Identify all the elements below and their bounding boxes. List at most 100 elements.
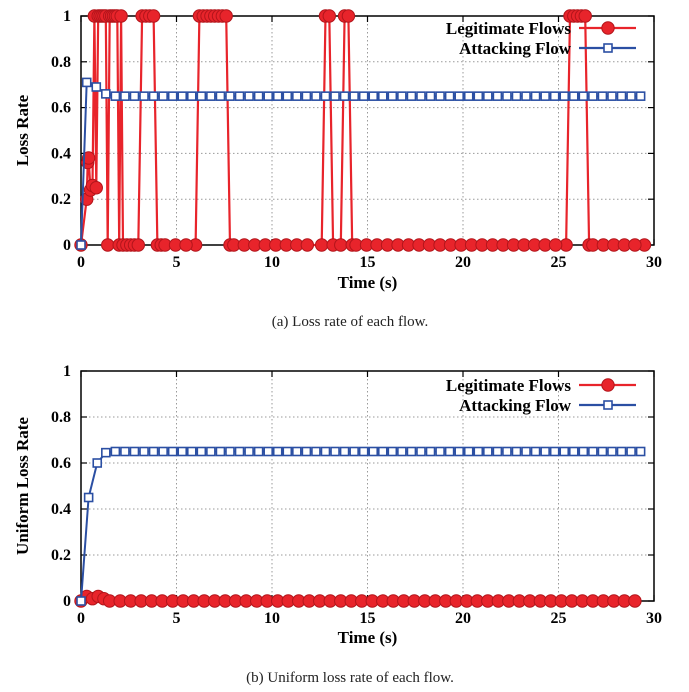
legitimate-flows-point xyxy=(322,9,336,23)
attacking-flow-point xyxy=(330,446,340,457)
attacking-flow-point xyxy=(578,91,589,101)
attacking-flow-point xyxy=(282,91,293,101)
attacking-flow-point xyxy=(406,91,417,101)
caption-a: (a) Loss rate of each flow. xyxy=(272,314,428,330)
legitimate-flows-point xyxy=(114,9,128,23)
attacking-flow-point xyxy=(177,446,188,457)
attacking-flow-point xyxy=(129,446,140,457)
attacking-flow-point xyxy=(377,446,388,457)
attacking-flow-point xyxy=(444,91,455,101)
attacking-flow-point xyxy=(292,446,302,457)
attacking-flow-point xyxy=(320,446,331,457)
attacking-flow-point xyxy=(129,91,140,101)
y-tick-label: 1 xyxy=(63,363,71,380)
attacking-flow-point xyxy=(463,91,474,101)
x-tick-label: 10 xyxy=(264,254,280,271)
x-tick-label: 25 xyxy=(551,254,567,271)
legitimate-flows-point xyxy=(341,9,356,23)
attacking-flow-point xyxy=(425,446,436,457)
legitimate-flows-point xyxy=(314,238,329,252)
attacking-flow-point xyxy=(196,446,207,457)
y-tick-label: 0.8 xyxy=(51,409,71,426)
attacking-flow-point xyxy=(139,91,149,101)
attacking-flow-point xyxy=(492,446,503,457)
attacking-flow-point xyxy=(607,91,617,101)
attacking-flow-point xyxy=(76,596,86,606)
attacking-flow-point xyxy=(502,91,512,101)
attacking-flow-point xyxy=(521,446,531,457)
attacking-flow-point xyxy=(234,91,245,101)
attacking-flow-point xyxy=(454,446,464,457)
attacking-flow-point xyxy=(196,91,207,101)
attacking-flow-point xyxy=(578,446,589,457)
attacking-flow-point xyxy=(483,91,493,101)
legend-square-marker xyxy=(603,400,613,410)
attacking-flow-point xyxy=(626,446,636,457)
attacking-flow-point xyxy=(444,446,455,457)
attacking-flow-point xyxy=(349,446,359,457)
caption-b: (b) Uniform loss rate of each flow. xyxy=(246,670,454,686)
attacking-flow-point xyxy=(502,446,512,457)
attacking-flow-point xyxy=(635,446,646,457)
attacking-flow-point xyxy=(530,91,541,101)
attacking-flow-point xyxy=(177,91,188,101)
x-tick-label: 15 xyxy=(360,610,376,627)
attacking-flow-point xyxy=(549,446,560,457)
attacking-flow-point xyxy=(76,240,86,250)
attacking-flow-point xyxy=(215,91,226,101)
attacking-flow-point xyxy=(597,91,608,101)
attacking-flow-point xyxy=(368,91,379,101)
legitimate-flows-point xyxy=(219,9,233,23)
attacking-flow-point xyxy=(406,446,417,457)
legend-square-marker xyxy=(603,43,613,53)
x-axis-label: Time (s) xyxy=(338,628,398,647)
attacking-flow-point xyxy=(110,91,121,101)
y-tick-label: 0.4 xyxy=(51,501,71,518)
legend-attacking-label: Attacking Flow xyxy=(459,39,572,58)
legend-circle-marker xyxy=(601,21,615,35)
attacking-flow-point xyxy=(120,91,130,101)
attacking-flow-point xyxy=(549,91,560,101)
attacking-flow-point xyxy=(206,91,216,101)
legitimate-flows-point xyxy=(628,594,642,608)
legitimate-flows-point xyxy=(628,238,642,252)
attacking-flow-point xyxy=(568,91,579,101)
legitimate-flows-point xyxy=(300,238,315,252)
x-tick-label: 15 xyxy=(360,254,376,271)
attacking-flow-point xyxy=(110,446,121,457)
attacking-flow-point xyxy=(282,446,293,457)
attacking-flow-point xyxy=(559,91,570,101)
attacking-flow-point xyxy=(568,446,579,457)
attacking-flow-point xyxy=(272,91,283,101)
attacking-flow-point xyxy=(368,446,379,457)
attacking-flow-point xyxy=(559,446,570,457)
y-tick-label: 0 xyxy=(63,237,71,254)
legitimate-flows-point xyxy=(146,9,161,23)
attacking-flow-point xyxy=(435,446,445,457)
attacking-flow-point xyxy=(540,91,550,101)
attacking-flow-point xyxy=(635,91,646,101)
attacking-flow-point xyxy=(339,91,350,101)
attacking-flow-point xyxy=(626,91,636,101)
x-axis-label: Time (s) xyxy=(338,273,398,292)
attacking-flow-point xyxy=(263,446,273,457)
attacking-flow-point xyxy=(167,446,178,457)
y-tick-label: 0.2 xyxy=(51,547,71,564)
attacking-flow-point xyxy=(588,446,598,457)
attacking-flow-point xyxy=(311,91,321,101)
attacking-flow-point xyxy=(225,91,235,101)
attacking-flow-point xyxy=(215,446,226,457)
attacking-flow-point xyxy=(83,492,94,503)
x-tick-label: 0 xyxy=(77,610,85,627)
legitimate-flows-point xyxy=(131,238,146,252)
x-tick-label: 5 xyxy=(173,254,181,271)
attacking-flow-point xyxy=(521,91,531,101)
attacking-flow-point xyxy=(206,446,216,457)
attacking-flow-point xyxy=(253,91,264,101)
attacking-flow-point xyxy=(416,446,426,457)
x-tick-label: 20 xyxy=(455,254,471,271)
attacking-flow-point xyxy=(92,458,103,468)
y-tick-label: 1 xyxy=(63,8,71,25)
attacking-flow-point xyxy=(91,82,102,92)
attacking-flow-point xyxy=(397,446,407,457)
